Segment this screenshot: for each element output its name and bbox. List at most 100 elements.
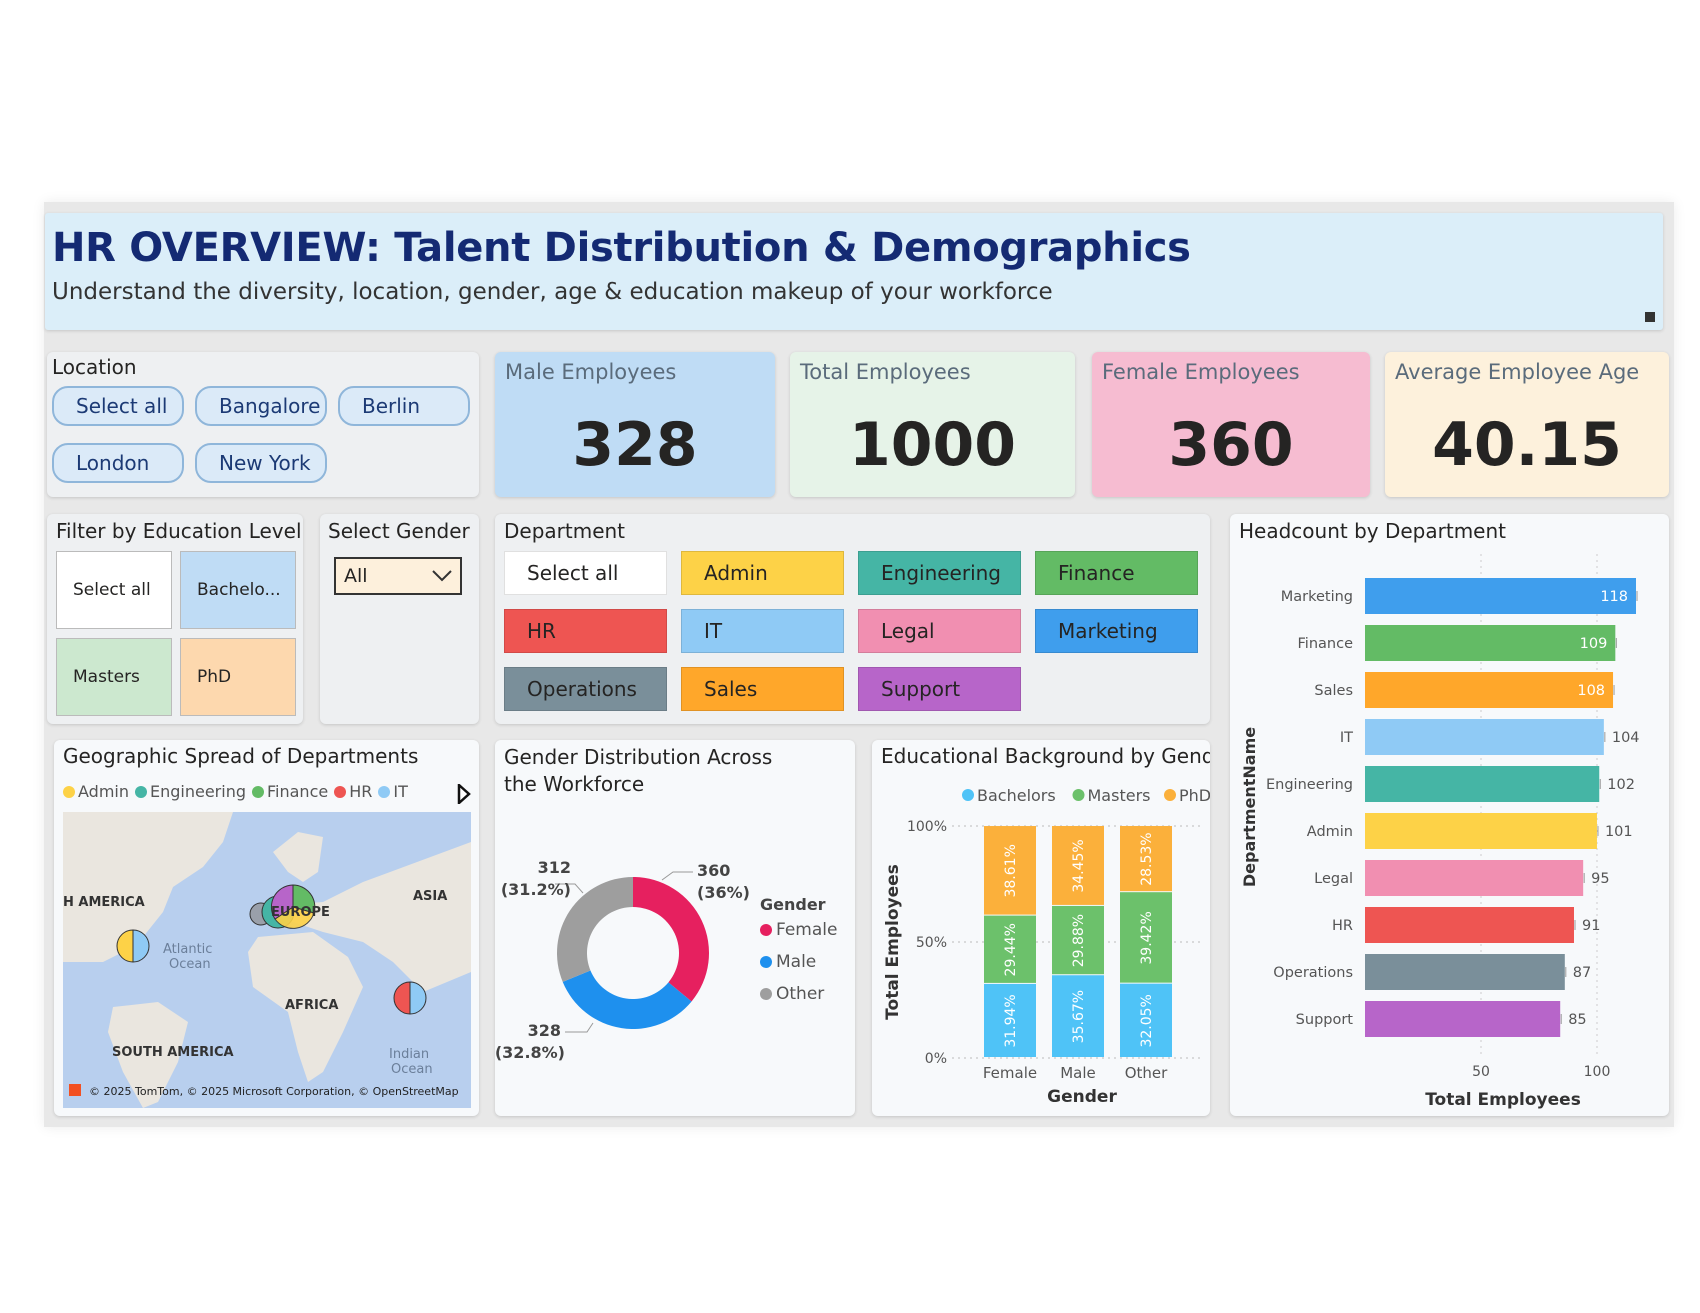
department-option-finance[interactable]: Finance bbox=[1035, 551, 1198, 595]
stacked-data-label: 28.53% bbox=[1139, 832, 1155, 885]
stacked-bar-female-bachelors[interactable] bbox=[984, 983, 1036, 1057]
education-option-select-all[interactable]: Select all bbox=[56, 551, 172, 629]
gender-dropdown[interactable]: All bbox=[334, 557, 462, 595]
department-option-legal[interactable]: Legal bbox=[858, 609, 1021, 653]
location-option-bangalore[interactable]: Bangalore bbox=[195, 386, 327, 426]
gender-slicer: Select Gender All bbox=[320, 514, 479, 724]
donut-slice-male[interactable] bbox=[562, 970, 692, 1029]
stacked-bar-male-masters[interactable] bbox=[1052, 905, 1104, 975]
stacked-data-label: 38.61% bbox=[1003, 844, 1019, 897]
location-title: Location bbox=[52, 355, 137, 379]
location-option-london[interactable]: London bbox=[52, 443, 184, 483]
department-option-operations[interactable]: Operations bbox=[504, 667, 667, 711]
department-option-sales[interactable]: Sales bbox=[681, 667, 844, 711]
donut-value-label-other: 312 bbox=[538, 858, 571, 877]
stacked-bar-other-bachelors[interactable] bbox=[1120, 983, 1172, 1057]
map-land-eurasia bbox=[258, 842, 471, 992]
department-option-engineering[interactable]: Engineering bbox=[858, 551, 1021, 595]
map-legend-item-it[interactable]: IT bbox=[378, 782, 408, 801]
stacked-bar-male-phd[interactable] bbox=[1052, 826, 1104, 905]
headcount-bar-hr[interactable] bbox=[1365, 907, 1574, 943]
donut-slice-female[interactable] bbox=[633, 877, 709, 1002]
headcount-bar-operations[interactable] bbox=[1365, 954, 1565, 990]
donut-slice-other[interactable] bbox=[557, 877, 633, 982]
headcount-bar-it[interactable] bbox=[1365, 719, 1604, 755]
donut-legend-male[interactable]: Male bbox=[776, 952, 816, 972]
resize-handle[interactable] bbox=[1645, 312, 1655, 322]
map-pie-europe[interactable]: EUROPE bbox=[249, 884, 330, 929]
headcount-bar-legal[interactable] bbox=[1365, 860, 1584, 896]
education-title: Filter by Education Level bbox=[56, 519, 302, 543]
donut-legend-female[interactable]: Female bbox=[776, 920, 837, 940]
map-copyright[interactable]: © 2025 TomTom, © 2025 Microsoft Corporat… bbox=[89, 1085, 459, 1098]
world-map[interactable]: H AMERICA ASIA Atlantic Ocean AFRICA SOU… bbox=[63, 812, 471, 1108]
x-tick-label: 100 bbox=[1584, 1064, 1611, 1080]
x-tick-label: 50 bbox=[1472, 1064, 1490, 1080]
map-label-asia: ASIA bbox=[413, 889, 447, 904]
education-option-bachelors[interactable]: Bachelo... bbox=[180, 551, 296, 629]
department-option-admin[interactable]: Admin bbox=[681, 551, 844, 595]
stacked-bar-other-phd[interactable] bbox=[1120, 826, 1172, 892]
stacked-bar-female-masters[interactable] bbox=[984, 915, 1036, 983]
stacked-bar-other-masters[interactable] bbox=[1120, 892, 1172, 983]
headcount-bar-finance[interactable] bbox=[1365, 625, 1616, 661]
kpi-total-label: Total Employees bbox=[800, 360, 971, 384]
headcount-bar-support[interactable] bbox=[1365, 1001, 1561, 1037]
legend-dot-icon bbox=[760, 988, 772, 1000]
stacked-bar-female-phd[interactable] bbox=[984, 826, 1036, 915]
map-pie-new-york[interactable] bbox=[116, 929, 150, 963]
headcount-bar-engineering[interactable] bbox=[1365, 766, 1600, 802]
map-label-europe: EUROPE bbox=[271, 905, 330, 920]
department-option-select-all[interactable]: Select all bbox=[504, 551, 667, 595]
department-option-hr[interactable]: HR bbox=[504, 609, 667, 653]
gender-filter-title: Select Gender bbox=[328, 519, 470, 543]
headcount-bar-sales[interactable] bbox=[1365, 672, 1614, 708]
location-option-new-york[interactable]: New York bbox=[195, 443, 327, 483]
y-tick-label: 50% bbox=[916, 935, 947, 951]
y-tick-label: 0% bbox=[925, 1051, 947, 1067]
headcount-bar-admin[interactable] bbox=[1365, 813, 1597, 849]
map-legend-item-engineering[interactable]: Engineering bbox=[135, 782, 246, 801]
stacked-legend-bachelors[interactable]: Bachelors bbox=[977, 786, 1056, 805]
donut-legend-other[interactable]: Other bbox=[776, 984, 824, 1004]
y-tick-label-legal: Legal bbox=[1314, 871, 1353, 887]
map-land-africa bbox=[248, 932, 363, 1082]
map-label-north-america: H AMERICA bbox=[63, 895, 145, 910]
department-option-marketing[interactable]: Marketing bbox=[1035, 609, 1198, 653]
stacked-legend-phd[interactable]: PhD bbox=[1179, 786, 1210, 805]
headcount-bar-marketing[interactable] bbox=[1365, 578, 1636, 614]
kpi-female-label: Female Employees bbox=[1102, 360, 1300, 384]
education-option-phd[interactable]: PhD bbox=[180, 638, 296, 716]
map-legend-item-admin[interactable]: Admin bbox=[63, 782, 129, 801]
gender-donut-chart: 360 (36%) 328 (32.8%) 312 (31.2%) Gender Female… bbox=[495, 858, 837, 1062]
legend-next-arrow-icon[interactable] bbox=[457, 784, 471, 804]
donut-value-label-male: 328 bbox=[528, 1021, 561, 1040]
map-pie-bangalore[interactable] bbox=[393, 981, 427, 1015]
map-legend-item-hr[interactable]: HR bbox=[334, 782, 372, 801]
stacked-legend-masters[interactable]: Masters bbox=[1088, 786, 1151, 805]
location-option-berlin[interactable]: Berlin bbox=[338, 386, 470, 426]
headcount-chart: 50 100 Marketing 118 Finance 109 Sales 108 IT 104… bbox=[1240, 554, 1640, 1110]
donut-leader-line bbox=[565, 1022, 594, 1033]
legend-dot-icon bbox=[135, 786, 147, 798]
education-option-masters[interactable]: Masters bbox=[56, 638, 172, 716]
stacked-data-label: 32.05% bbox=[1139, 994, 1155, 1047]
chevron-down-icon bbox=[432, 570, 452, 582]
legend-dot-icon bbox=[1164, 789, 1176, 801]
headcount-title: Headcount by Department bbox=[1239, 519, 1506, 543]
map-legend-item-finance[interactable]: Finance bbox=[252, 782, 328, 801]
map-legend-label: HR bbox=[349, 782, 373, 801]
map-land-scandinavia bbox=[273, 832, 323, 882]
stacked-bar-male-bachelors[interactable] bbox=[1052, 975, 1104, 1057]
department-option-support[interactable]: Support bbox=[858, 667, 1021, 711]
headcount-data-label: 101 bbox=[1605, 824, 1633, 840]
x-tick-label-other: Other bbox=[1125, 1064, 1168, 1082]
headcount-data-label: 109 bbox=[1580, 636, 1608, 652]
location-option-select-all[interactable]: Select all bbox=[52, 386, 184, 426]
x-tick-label-male: Male bbox=[1060, 1064, 1096, 1082]
department-option-it[interactable]: IT bbox=[681, 609, 844, 653]
education-slicer: Filter by Education Level Select all Bac… bbox=[47, 514, 303, 724]
map-land-south-america bbox=[108, 1002, 188, 1108]
map-legend-label: Admin bbox=[78, 782, 129, 801]
stacked-data-label: 29.88% bbox=[1071, 914, 1087, 967]
